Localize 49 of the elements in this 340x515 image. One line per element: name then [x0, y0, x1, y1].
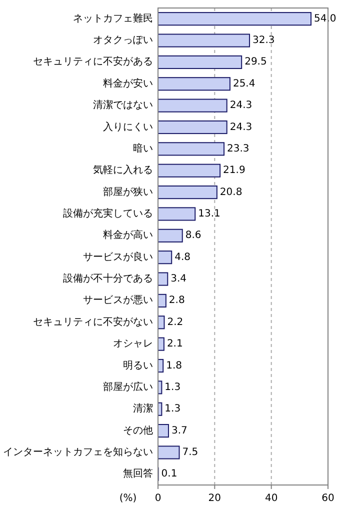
y-tick-label: オシャレ	[113, 338, 153, 350]
data-label: 1.8	[166, 360, 182, 372]
y-tick-label: インターネットカフェを知らない	[3, 446, 153, 458]
data-label: 20.8	[220, 186, 242, 198]
data-label: 7.5	[182, 446, 198, 458]
y-tick-label: 暗い	[133, 142, 153, 154]
data-label: 8.6	[185, 230, 202, 242]
data-label: 13.1	[198, 208, 220, 220]
data-label: 54.0	[314, 13, 336, 24]
x-tick-label: 20	[208, 493, 222, 504]
data-label: 1.3	[164, 382, 181, 393]
data-label: 23.3	[227, 143, 250, 154]
data-label: 4.8	[174, 252, 191, 263]
y-tick-label: 気軽に入れる	[93, 164, 153, 176]
data-label: 29.5	[244, 56, 267, 68]
y-tick-label: 部屋が狭い	[103, 186, 153, 198]
data-label: 24.3	[230, 122, 252, 133]
y-tick-label: 料金が高い	[103, 229, 153, 242]
data-label: 2.2	[167, 316, 184, 328]
data-label: 1.3	[164, 404, 181, 415]
y-tick-label: 明るい	[123, 360, 153, 372]
x-axis-title: (%)	[119, 493, 137, 504]
y-tick-label: ネットカフェ難民	[73, 12, 153, 24]
y-tick-label: 設備が充実している	[63, 207, 153, 220]
x-tick-label: 40	[264, 493, 278, 504]
data-label: 32.3	[252, 35, 275, 46]
y-tick-label: セキュリティに不安がない	[33, 316, 153, 328]
y-tick-label: その他	[123, 424, 153, 436]
y-tick-label: サービスが悪い	[83, 295, 153, 306]
data-label: 25.4	[232, 78, 256, 90]
data-label: 0.1	[161, 468, 178, 480]
y-tick-label: サービスが良い	[83, 250, 153, 263]
y-tick-label: 部屋が広い	[103, 380, 153, 393]
x-tick-label: 0	[154, 493, 162, 504]
x-tick-label: 60	[322, 493, 334, 504]
y-tick-label: 無回答	[123, 468, 153, 480]
y-tick-label: 入りにくい	[103, 120, 153, 133]
y-tick-label: 料金が安い	[103, 77, 153, 90]
y-tick-label: 清潔	[133, 402, 153, 415]
data-label: 2.1	[166, 338, 183, 350]
y-tick-label: オタクっぽい	[93, 35, 153, 46]
data-label: 3.4	[170, 274, 187, 285]
data-label: 3.7	[171, 425, 188, 436]
y-tick-label: セキュリティに不安がある	[33, 56, 153, 68]
y-tick-label: 清潔ではない	[93, 99, 153, 112]
data-label: 2.8	[168, 295, 185, 306]
data-label: 24.3	[230, 100, 252, 112]
y-tick-label: 設備が不十分である	[63, 272, 153, 285]
data-label: 21.9	[223, 165, 246, 176]
